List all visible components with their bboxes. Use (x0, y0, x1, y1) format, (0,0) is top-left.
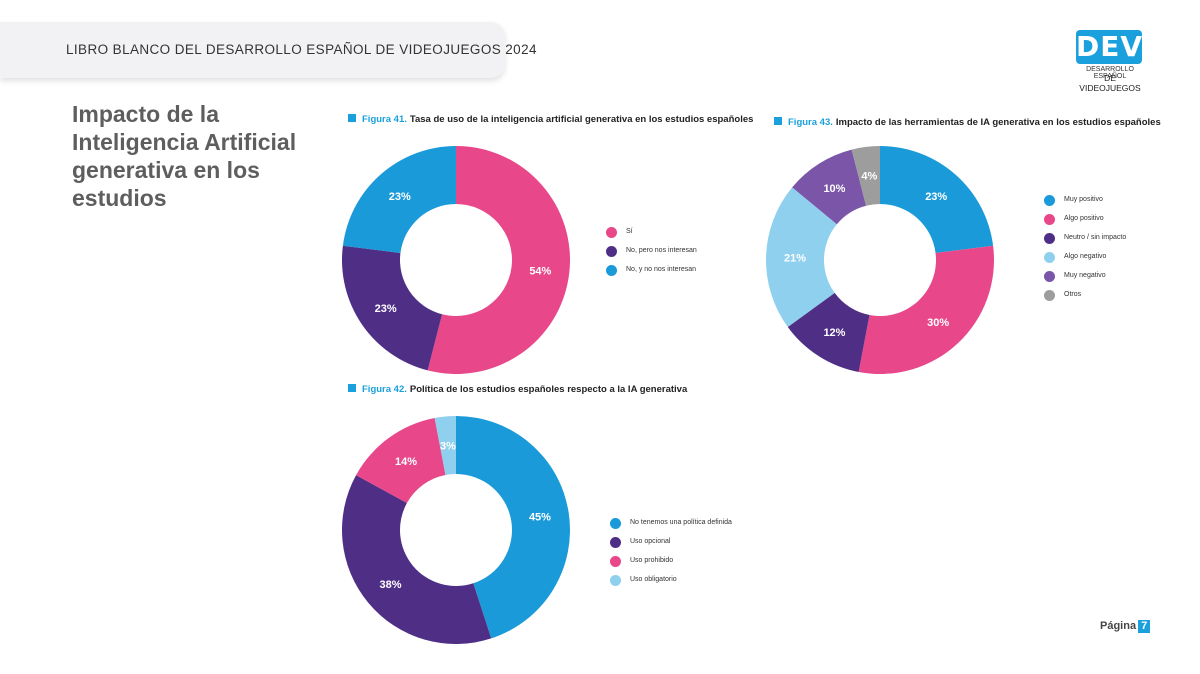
fig41-legend-label-1: No, pero nos interesan (626, 247, 697, 254)
fig41-slice-0 (427, 146, 570, 374)
fig41-data-label-2: 23% (389, 191, 411, 203)
legend-swatch-icon (1044, 271, 1055, 282)
fig41-slice-1 (342, 245, 443, 371)
logo-line-1: DESARROLLO ESPAÑOL (1086, 66, 1134, 80)
fig43-legend-label-1: Algo positivo (1064, 215, 1104, 222)
fig41-data-label-0: 54% (529, 266, 551, 278)
fig43-legend-label-4: Muy negativo (1064, 272, 1106, 279)
fig42-data-label-1: 38% (379, 579, 401, 591)
fig42-legend-label-2: Uso prohibido (630, 557, 674, 564)
fig43-data-label-4: 10% (823, 183, 845, 195)
fig42-title: Política de los estudios españoles respe… (409, 384, 688, 395)
fig42-data-label-0: 45% (529, 512, 551, 524)
fig41-legend-label-2: No, y no nos interesan (626, 266, 697, 273)
fig43-caption: Figura 43. Impacto de las herramientas de… (774, 117, 1161, 128)
fig43-label: Figura 43. (788, 117, 833, 128)
fig43-slice-3 (766, 187, 837, 328)
fig42-caption: Figura 42. Política de los estudios españ… (348, 384, 687, 395)
legend-swatch-icon (610, 537, 621, 548)
legend-swatch-icon (610, 556, 621, 567)
fig43-data-label-1: 30% (927, 317, 949, 329)
legend-swatch-icon (606, 246, 617, 257)
page-number: Página 7 (1100, 620, 1151, 633)
fig42-donut: 45% 38% 14% 3% (342, 416, 571, 644)
caption-square-icon (774, 117, 782, 126)
fig41-caption: Figura 41. Tasa de uso de la inteligencia… (348, 114, 753, 125)
fig42-label: Figura 42. (362, 384, 407, 395)
page-label: Página (1100, 620, 1137, 632)
page-title: Impacto de la Inteligencia Artificial ge… (72, 101, 297, 211)
fig41-data-label-1: 23% (375, 303, 397, 315)
fig41-slice-2 (342, 146, 456, 253)
fig43-legend-label-3: Algo negativo (1064, 253, 1107, 260)
logo-box (1076, 30, 1142, 64)
fig42-slice-0 (456, 416, 571, 639)
fig43-legend-label-0: Muy positivo (1064, 196, 1103, 203)
caption-square-icon (348, 384, 356, 393)
legend-swatch-icon (1044, 195, 1055, 206)
fig43-data-label-5: 4% (861, 171, 877, 183)
logo-mark: DEV (1076, 30, 1144, 63)
fig43-legend-label-2: Neutro / sin impacto (1064, 234, 1127, 241)
fig41-legend-label-0: Sí (626, 228, 633, 235)
legend-swatch-icon (610, 518, 621, 529)
legend-swatch-icon (1044, 290, 1055, 301)
header-band (0, 22, 505, 78)
fig43-slice-5 (851, 146, 880, 206)
legend-swatch-icon (1044, 233, 1055, 244)
caption-square-icon (348, 114, 356, 123)
legend-swatch-icon (1044, 214, 1055, 225)
fig43-slice-0 (880, 146, 994, 253)
fig42-slice-3 (434, 416, 456, 475)
fig43-donut: 23% 30% 12% 21% 10% 4% (766, 146, 995, 374)
fig42-data-label-3: 3% (440, 440, 456, 452)
legend-swatch-icon (610, 575, 621, 586)
fig42-slice-1 (342, 475, 492, 644)
fig43-slice-1 (858, 245, 995, 374)
logo-line-2: DE VIDEOJUEGOS (1079, 73, 1141, 93)
fig43-legend-label-5: Otros (1064, 291, 1082, 298)
fig42-legend-label-3: Uso obligatorio (630, 576, 677, 583)
fig42-legend-label-1: Uso opcional (630, 538, 671, 545)
fig41-donut: 54% 23% 23% (342, 146, 570, 374)
fig43-data-label-2: 12% (823, 327, 845, 339)
legend-swatch-icon (606, 265, 617, 276)
fig42-data-label-2: 14% (395, 456, 417, 468)
fig43-slice-2 (787, 292, 870, 372)
document-title: LIBRO BLANCO DEL DESARROLLO ESPAÑOL DE V… (66, 42, 537, 57)
fig43-slice-4 (792, 149, 867, 225)
fig41-label: Figura 41. (362, 114, 407, 125)
fig43-data-label-3: 21% (784, 252, 806, 264)
fig42-legend-label-0: No tenemos una política definida (630, 519, 732, 526)
legend-swatch-icon (606, 227, 617, 238)
page-number-value: 7 (1138, 620, 1151, 633)
fig43-title: Impacto de las herramientas de IA genera… (835, 117, 1161, 128)
dev-logo: DEV DESARROLLO ESPAÑOL DE VIDEOJUEGOS (1074, 30, 1146, 93)
fig42-slice-2 (356, 418, 446, 504)
fig41-title: Tasa de uso de la inteligencia artificia… (409, 114, 754, 125)
fig43-data-label-0: 23% (925, 191, 947, 203)
legend-swatch-icon (1044, 252, 1055, 263)
